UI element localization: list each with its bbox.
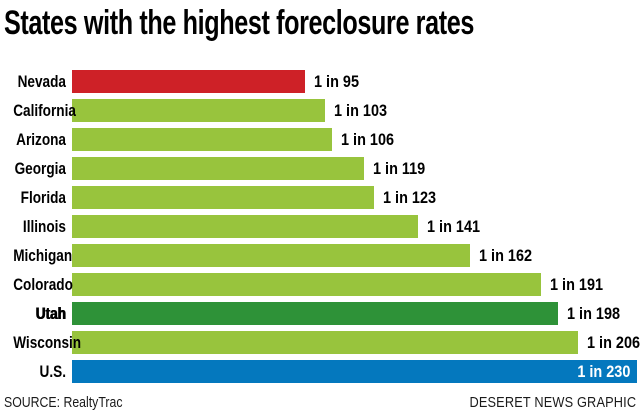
bar <box>72 331 579 354</box>
source-credit: SOURCE: RealtyTrac <box>4 393 123 411</box>
bar-row: Colorado 1 in 191 <box>0 273 640 296</box>
bar <box>72 273 542 296</box>
state-label: Arizona <box>16 130 66 149</box>
state-label: Illinois <box>22 217 66 236</box>
state-label: U.S. <box>39 362 66 381</box>
graphic-credit: DESERET NEWS GRAPHIC <box>469 393 636 411</box>
value-label: 1 in 191 <box>550 275 604 294</box>
bar-area: 1 in 123 <box>72 186 637 209</box>
bar-row: Illinois 1 in 141 <box>0 215 640 238</box>
bar-row: California 1 in 103 <box>0 99 640 122</box>
bar-area: 1 in 191 <box>72 273 637 296</box>
bar-area: 1 in 198 <box>72 302 637 325</box>
state-label: Georgia <box>14 159 67 178</box>
state-label: Wisconsin <box>13 333 82 352</box>
bar-row: Wisconsin 1 in 206 <box>0 331 640 354</box>
footer: SOURCE: RealtyTrac DESERET NEWS GRAPHIC <box>4 392 636 412</box>
value-label: 1 in 206 <box>587 333 640 352</box>
bar-area: 1 in 206 <box>72 331 640 354</box>
bar: 1 in 230 <box>72 360 637 383</box>
state-label: Florida <box>20 188 67 207</box>
bar-row: Arizona 1 in 106 <box>0 128 640 151</box>
bar-chart: Nevada 1 in 95 California 1 in 103 Arizona 1 … <box>0 70 640 383</box>
bar-row: Utah 1 in 198 <box>0 302 640 325</box>
value-label: 1 in 103 <box>334 101 388 120</box>
value-label: 1 in 198 <box>567 304 621 323</box>
value-label: 1 in 141 <box>427 217 481 236</box>
bar-row: U.S. 1 in 230 <box>0 360 640 383</box>
chart-title: States with the highest foreclosure rate… <box>4 4 474 42</box>
bar-row: Florida 1 in 123 <box>0 186 640 209</box>
bar-area: 1 in 119 <box>72 157 637 180</box>
bar <box>72 244 470 267</box>
state-label: Nevada <box>17 72 66 91</box>
bar-area: 1 in 103 <box>72 99 637 122</box>
bar-row: Georgia 1 in 119 <box>0 157 640 180</box>
bar <box>72 70 306 93</box>
bar-area: 1 in 95 <box>72 70 637 93</box>
bar-area: 1 in 106 <box>72 128 637 151</box>
bar-area: 1 in 162 <box>72 244 637 267</box>
state-label: Utah <box>35 304 66 323</box>
value-label: 1 in 230 <box>576 362 630 381</box>
bar-area: 1 in 230 <box>72 360 637 383</box>
bar-area: 1 in 141 <box>72 215 637 238</box>
bar <box>72 186 375 209</box>
state-label: Michigan <box>13 246 73 265</box>
state-label: California <box>13 101 76 120</box>
value-label: 1 in 119 <box>373 159 426 178</box>
bar-row: Michigan 1 in 162 <box>0 244 640 267</box>
bar <box>72 157 365 180</box>
bar-row: Nevada 1 in 95 <box>0 70 640 93</box>
value-label: 1 in 106 <box>341 130 395 149</box>
state-label: Colorado <box>13 275 73 294</box>
bar <box>72 128 333 151</box>
value-label: 1 in 162 <box>478 246 532 265</box>
value-label: 1 in 123 <box>383 188 437 207</box>
bar <box>72 302 559 325</box>
bar <box>72 215 419 238</box>
bar <box>72 99 326 122</box>
value-label: 1 in 95 <box>314 72 360 91</box>
